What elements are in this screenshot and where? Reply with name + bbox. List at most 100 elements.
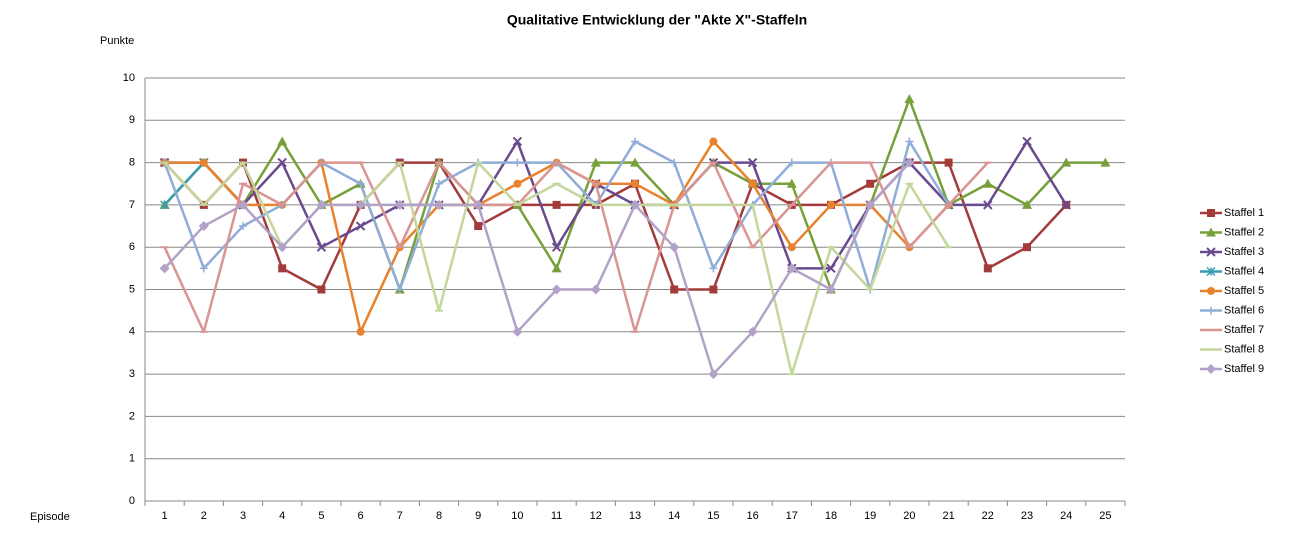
marker <box>865 199 876 210</box>
x-tick-label: 23 <box>1021 510 1033 522</box>
y-tick-label: 3 <box>129 368 135 380</box>
legend-label: Staffel 5 <box>1224 285 1264 297</box>
x-axis-label: Episode <box>30 511 70 523</box>
marker <box>1207 287 1215 295</box>
marker <box>630 199 640 210</box>
marker <box>787 243 796 252</box>
x-tick-label: 13 <box>629 510 641 522</box>
chart-title: Qualitative Entwicklung der "Akte X"-Sta… <box>507 12 807 28</box>
marker <box>709 264 718 273</box>
x-tick-label: 14 <box>668 510 680 522</box>
marker <box>356 179 365 188</box>
marker <box>631 137 639 146</box>
marker <box>982 178 993 188</box>
x-tick-label: 9 <box>475 510 481 522</box>
x-tick-label: 16 <box>746 510 758 522</box>
marker <box>551 284 562 295</box>
legend-label: Staffel 3 <box>1224 246 1264 258</box>
legend-label: Staffel 4 <box>1224 265 1264 277</box>
marker <box>1206 266 1216 277</box>
y-tick-label: 7 <box>129 199 135 211</box>
marker <box>983 264 992 273</box>
marker <box>866 179 875 188</box>
x-tick-label: 2 <box>201 510 207 522</box>
x-tick-label: 21 <box>942 510 954 522</box>
marker <box>1206 247 1216 257</box>
x-tick-label: 1 <box>162 510 168 522</box>
marker <box>709 285 718 294</box>
marker <box>473 199 484 210</box>
x-tick-label: 11 <box>551 510 562 522</box>
y-axis-label: Punkte <box>100 35 134 47</box>
marker <box>1206 227 1216 237</box>
marker <box>669 242 680 253</box>
marker <box>904 157 915 168</box>
x-tick-label: 15 <box>707 510 719 522</box>
legend-label: Staffel 6 <box>1224 304 1264 316</box>
marker <box>787 158 796 167</box>
x-tick-label: 4 <box>279 510 285 522</box>
marker <box>278 264 287 273</box>
marker <box>356 327 365 336</box>
marker <box>709 137 718 146</box>
legend-label: Staffel 1 <box>1224 207 1264 219</box>
marker <box>944 158 953 167</box>
marker <box>1061 157 1072 167</box>
y-tick-label: 5 <box>129 283 135 295</box>
y-tick-label: 8 <box>129 157 135 169</box>
x-tick-label: 17 <box>786 510 798 522</box>
marker <box>160 200 170 210</box>
marker <box>277 157 287 168</box>
marker <box>277 242 288 253</box>
legend-label: Staffel 7 <box>1224 324 1264 336</box>
marker <box>159 263 170 274</box>
series-line <box>164 140 1068 270</box>
marker <box>316 199 327 210</box>
marker <box>826 284 836 295</box>
y-tick-label: 9 <box>129 114 135 126</box>
marker <box>434 199 444 210</box>
marker <box>199 264 208 273</box>
x-tick-label: 12 <box>590 510 602 522</box>
y-tick-label: 10 <box>123 72 135 84</box>
y-tick-label: 4 <box>129 326 135 338</box>
marker <box>316 242 327 252</box>
marker <box>199 158 208 167</box>
marker <box>435 179 443 188</box>
marker <box>317 285 326 294</box>
marker <box>552 200 561 209</box>
marker <box>1207 306 1215 315</box>
marker <box>551 242 562 252</box>
y-tick-label: 1 <box>129 453 135 465</box>
marker <box>631 179 639 188</box>
marker <box>786 263 797 274</box>
marker <box>708 369 719 380</box>
marker <box>630 157 640 167</box>
marker <box>512 136 523 147</box>
marker <box>670 285 679 294</box>
marker <box>512 326 523 337</box>
marker <box>1023 243 1031 252</box>
marker <box>355 221 366 231</box>
marker <box>827 200 835 209</box>
legend-label: Staffel 9 <box>1224 363 1264 375</box>
marker <box>905 137 914 146</box>
x-tick-label: 24 <box>1060 510 1072 522</box>
marker <box>748 179 757 188</box>
x-tick-label: 3 <box>240 510 246 522</box>
marker <box>590 284 601 295</box>
marker <box>747 326 758 337</box>
marker <box>1100 157 1111 167</box>
marker <box>1061 200 1071 210</box>
marker <box>513 158 522 167</box>
x-tick-label: 25 <box>1099 510 1111 522</box>
y-tick-label: 0 <box>129 495 135 507</box>
marker <box>1022 199 1032 209</box>
marker <box>1022 136 1032 147</box>
marker <box>590 157 601 167</box>
marker <box>394 199 405 210</box>
y-tick-label: 2 <box>129 410 135 422</box>
x-tick-label: 6 <box>358 510 364 522</box>
